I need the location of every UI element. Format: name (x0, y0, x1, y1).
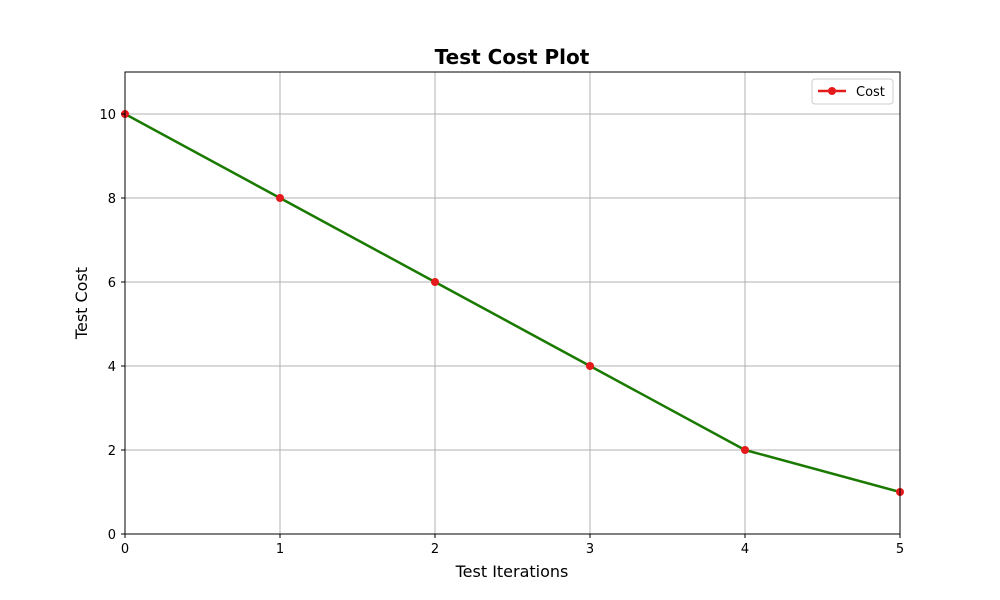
legend: Cost (811, 78, 894, 105)
grid (124, 72, 901, 535)
plot-frame (124, 71, 901, 535)
y-tick-label: 4 (108, 360, 116, 375)
series-line (124, 112, 901, 494)
y-tick-label: 8 (108, 192, 116, 207)
y-tick-label: 2 (108, 444, 116, 459)
x-axis-label: Test Iterations (455, 562, 569, 581)
x-tick-label: 2 (431, 542, 439, 557)
legend-label: Cost (856, 85, 885, 100)
x-tick-label: 0 (121, 542, 129, 557)
data-point (431, 278, 439, 286)
series-layer (121, 110, 904, 496)
x-tick-label: 4 (741, 542, 749, 557)
y-tick-label: 0 (108, 528, 116, 543)
legend-box (811, 78, 894, 105)
x-ticks: 0 1 2 3 4 5 (121, 534, 904, 557)
data-point (586, 362, 594, 370)
x-tick-label: 3 (586, 542, 594, 557)
data-point (276, 194, 284, 202)
data-point (741, 446, 749, 454)
y-ticks: 0 2 4 6 8 10 (99, 108, 125, 543)
chart-title: Test Cost Plot (435, 45, 590, 69)
y-axis-label: Test Cost (72, 267, 91, 340)
y-tick-label: 10 (99, 108, 116, 123)
x-tick-label: 1 (276, 542, 284, 557)
x-tick-label: 5 (896, 542, 904, 557)
y-tick-label: 6 (108, 276, 116, 291)
legend-marker (828, 87, 836, 95)
